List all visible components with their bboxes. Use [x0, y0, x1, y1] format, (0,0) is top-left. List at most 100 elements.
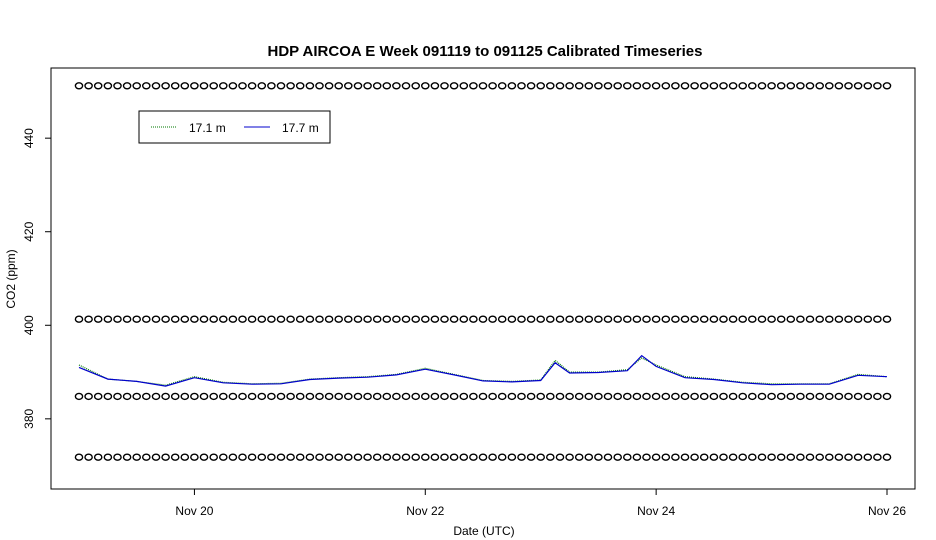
marker-2-2: [93, 392, 103, 401]
marker-2-36: [420, 392, 430, 401]
marker-3-21: [276, 453, 286, 461]
marker-0-73: [776, 82, 786, 90]
marker-2-14: [209, 392, 218, 401]
marker-0-42: [478, 82, 488, 90]
marker-1-73: [776, 315, 786, 323]
marker-0-72: [767, 82, 776, 90]
marker-1-40: [459, 315, 469, 323]
marker-2-6: [132, 392, 141, 401]
marker-3-32: [382, 453, 392, 461]
marker-0-38: [440, 82, 449, 90]
marker-3-71: [757, 453, 767, 461]
marker-3-74: [786, 453, 796, 461]
marker-0-31: [372, 82, 382, 90]
marker-1-74: [786, 315, 796, 323]
marker-2-39: [449, 392, 459, 401]
marker-0-63: [680, 82, 690, 90]
marker-3-17: [238, 453, 247, 461]
legend-label-17-1m: 17.1 m: [189, 121, 226, 135]
marker-3-27: [334, 453, 344, 461]
marker-0-7: [141, 82, 151, 90]
marker-3-58: [632, 453, 642, 461]
marker-2-73: [776, 392, 786, 401]
marker-2-31: [372, 392, 382, 401]
marker-0-51: [565, 82, 574, 90]
marker-0-34: [401, 82, 411, 90]
marker-2-63: [680, 392, 690, 401]
marker-3-44: [497, 453, 507, 461]
marker-3-30: [363, 453, 372, 461]
marker-0-83: [873, 82, 882, 90]
marker-3-49: [546, 453, 555, 461]
marker-1-32: [382, 315, 392, 323]
marker-3-62: [671, 453, 680, 461]
marker-0-48: [536, 82, 546, 90]
marker-3-10: [170, 453, 180, 461]
marker-3-7: [141, 453, 151, 461]
marker-0-62: [671, 82, 680, 90]
marker-2-24: [305, 392, 315, 401]
marker-0-30: [363, 82, 372, 90]
marker-2-65: [699, 392, 709, 401]
marker-0-84: [882, 82, 892, 90]
marker-3-48: [536, 453, 546, 461]
marker-2-27: [334, 392, 344, 401]
marker-1-57: [623, 315, 632, 323]
marker-1-3: [103, 315, 113, 323]
marker-2-76: [805, 392, 815, 401]
marker-3-37: [430, 453, 440, 461]
marker-3-33: [392, 453, 401, 461]
marker-2-72: [767, 392, 776, 401]
marker-2-8: [151, 392, 161, 401]
marker-3-55: [603, 453, 613, 461]
marker-1-15: [218, 315, 228, 323]
marker-1-50: [555, 315, 565, 323]
marker-0-29: [353, 82, 363, 90]
marker-1-70: [748, 315, 757, 323]
marker-1-30: [363, 315, 372, 323]
marker-2-33: [392, 392, 401, 401]
marker-2-82: [863, 392, 873, 401]
marker-0-60: [651, 82, 661, 90]
marker-0-75: [796, 82, 805, 90]
marker-3-36: [420, 453, 430, 461]
marker-3-9: [161, 453, 170, 461]
marker-3-57: [623, 453, 632, 461]
marker-1-29: [353, 315, 363, 323]
marker-0-22: [286, 82, 295, 90]
marker-2-15: [218, 392, 228, 401]
marker-1-31: [372, 315, 382, 323]
marker-2-26: [324, 392, 334, 401]
marker-1-82: [863, 315, 873, 323]
marker-0-14: [209, 82, 218, 90]
marker-2-42: [478, 392, 488, 401]
marker-0-26: [324, 82, 334, 90]
marker-3-15: [218, 453, 228, 461]
marker-3-14: [209, 453, 218, 461]
marker-0-27: [334, 82, 344, 90]
marker-1-64: [690, 315, 699, 323]
marker-3-42: [478, 453, 488, 461]
marker-1-71: [757, 315, 767, 323]
marker-3-23: [295, 453, 305, 461]
marker-2-58: [632, 392, 642, 401]
marker-1-6: [132, 315, 141, 323]
marker-0-79: [834, 82, 844, 90]
marker-2-34: [401, 392, 411, 401]
marker-0-46: [517, 82, 526, 90]
marker-1-33: [392, 315, 401, 323]
marker-1-35: [411, 315, 421, 323]
marker-1-20: [267, 315, 276, 323]
marker-2-50: [555, 392, 565, 401]
marker-0-28: [343, 82, 353, 90]
marker-1-2: [93, 315, 103, 323]
marker-1-36: [420, 315, 430, 323]
marker-3-18: [247, 453, 257, 461]
marker-0-4: [113, 82, 122, 90]
marker-3-2: [93, 453, 103, 461]
marker-0-3: [103, 82, 113, 90]
marker-2-13: [199, 392, 209, 401]
marker-0-41: [469, 82, 478, 90]
legend: 17.1 m 17.7 m: [138, 110, 331, 144]
marker-0-20: [267, 82, 276, 90]
